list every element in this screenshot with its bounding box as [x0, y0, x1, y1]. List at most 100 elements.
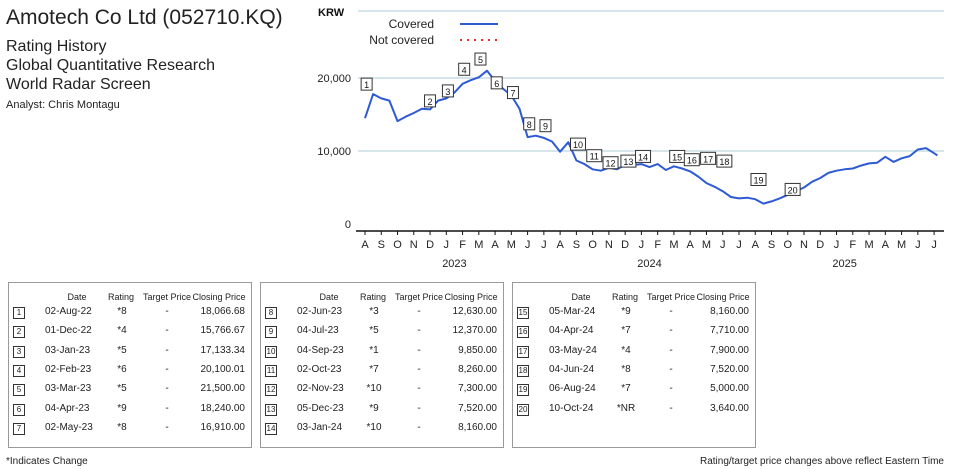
- rating-marker-label: 4: [462, 65, 467, 75]
- month-label: F: [849, 239, 856, 251]
- cell-date: 02-Nov-23: [297, 383, 344, 395]
- table-row: 13 05-Dec-23 *9 - 7,520.00: [261, 401, 505, 417]
- cell-date: 04-Apr-24: [549, 325, 594, 337]
- cell-target: -: [417, 383, 421, 395]
- y-tick-label: 20,000: [317, 73, 351, 85]
- rating-marker-label: 19: [753, 176, 763, 186]
- table-header-close: Closing Price: [696, 292, 750, 302]
- rating-marker-label: 10: [573, 140, 583, 150]
- rating-marker-box: [570, 137, 587, 151]
- cell-date: 02-Jun-23: [297, 306, 343, 317]
- row-marker-number: 19: [517, 384, 529, 397]
- table-row: 9 04-Jul-23 *5 - 12,370.00: [261, 323, 505, 339]
- rating-marker-box: [635, 149, 652, 163]
- table-header-date: Date: [571, 292, 591, 302]
- rating-marker-label: 15: [672, 152, 682, 162]
- row-marker-number: 10: [265, 345, 277, 358]
- rating-marker-label: 8: [527, 120, 532, 130]
- row-marker-number: 15: [517, 307, 529, 319]
- cell-rating: *7: [369, 363, 379, 375]
- cell-date: 02-Feb-23: [45, 363, 92, 375]
- month-label: S: [573, 239, 580, 251]
- cell-date: 04-Jul-23: [297, 325, 339, 337]
- cell-close: 8,260.00: [458, 363, 497, 375]
- series-line-covered: [364, 69, 938, 205]
- cell-rating: *9: [117, 402, 127, 414]
- footnote-change: *Indicates Change: [6, 456, 88, 467]
- rating-marker-box: [424, 94, 437, 108]
- cell-target: -: [417, 306, 421, 317]
- row-marker-number: 6: [13, 403, 25, 416]
- cell-rating: *NR: [616, 402, 636, 414]
- rating-marker-box: [586, 149, 603, 163]
- cell-date: 03-May-24: [549, 344, 597, 356]
- month-label: J: [915, 239, 921, 251]
- rating-marker-label: 5: [478, 55, 483, 65]
- cell-close: 7,520.00: [458, 402, 497, 414]
- month-label: N: [800, 239, 808, 251]
- month-label: M: [474, 239, 483, 251]
- rating-marker-label: 14: [638, 152, 648, 162]
- cell-date: 05-Mar-24: [549, 306, 596, 317]
- rating-marker-label: 9: [543, 122, 548, 132]
- table-header-rating: Rating: [359, 292, 386, 302]
- table-header-target: Target Price: [394, 292, 444, 302]
- subtitle-research: Global Quantitative Research: [6, 57, 215, 74]
- cell-rating: *9: [369, 402, 379, 414]
- legend-covered-label: Covered: [389, 17, 434, 31]
- cell-target: -: [165, 306, 169, 317]
- cell-close: 15,766.67: [200, 325, 246, 337]
- rating-marker-box: [716, 154, 733, 168]
- subtitle-screen: World Radar Screen: [6, 76, 151, 93]
- table-row: 14 03-Jan-24 *10 - 8,160.00: [261, 420, 505, 436]
- month-label: M: [864, 239, 873, 251]
- table-row: 3 03-Jan-23 *5 - 17,133.34: [9, 343, 253, 359]
- month-label: A: [882, 239, 890, 251]
- cell-close: 9,850.00: [458, 344, 497, 356]
- footnote-eastern-time: Rating/target price changes above reflec…: [699, 456, 944, 467]
- table-row: 18 04-Jun-24 *8 - 7,520.00: [513, 362, 757, 378]
- cell-target: -: [165, 383, 169, 395]
- table-header-close: Closing Price: [444, 292, 498, 302]
- table-row: 8 02-Jun-23 *3 - 12,630.00: [261, 304, 505, 320]
- row-marker-number: 8: [265, 307, 277, 319]
- cell-target: -: [669, 402, 673, 414]
- cell-target: -: [165, 363, 169, 375]
- month-label: J: [525, 239, 531, 251]
- rating-marker-box: [750, 173, 767, 186]
- month-label: A: [752, 239, 760, 251]
- table-header-close: Closing Price: [192, 292, 246, 302]
- table-row: 5 03-Mar-23 *5 - 21,500.00: [9, 381, 253, 397]
- year-label: 2023: [442, 258, 466, 270]
- table-header-target: Target Price: [142, 292, 192, 302]
- row-marker-number: 11: [265, 364, 277, 377]
- rating-marker-box: [474, 52, 487, 66]
- cell-date: 04-Jun-24: [549, 363, 595, 375]
- y-axis-unit: KRW: [318, 7, 345, 19]
- company-title: Amotech Co Ltd (052710.KQ): [6, 6, 283, 29]
- cell-rating: *1: [369, 344, 379, 356]
- rating-table-3: Date Rating Target Price Closing Price 15 05-…: [512, 282, 756, 448]
- month-label: M: [507, 239, 516, 251]
- cell-date: 10-Oct-24: [549, 402, 594, 414]
- rating-marker-box: [441, 84, 454, 98]
- cell-target: -: [417, 344, 421, 356]
- month-label: O: [783, 239, 792, 251]
- rating-marker-label: 7: [510, 89, 515, 99]
- cell-target: -: [669, 344, 673, 356]
- cell-close: 18,066.68: [200, 306, 246, 317]
- month-label: J: [931, 239, 937, 251]
- cell-rating: *10: [366, 383, 382, 395]
- cell-date: 03-Jan-24: [297, 421, 343, 433]
- cell-close: 5,000.00: [710, 383, 749, 395]
- cell-rating: *5: [117, 383, 127, 395]
- cell-target: -: [417, 421, 421, 433]
- table-header-rating: Rating: [611, 292, 638, 302]
- cell-date: 06-Aug-24: [549, 383, 596, 395]
- table-row: 12 02-Nov-23 *10 - 7,300.00: [261, 381, 505, 397]
- month-label: M: [897, 239, 906, 251]
- rating-marker-label: 13: [623, 157, 633, 167]
- month-label: D: [621, 239, 629, 251]
